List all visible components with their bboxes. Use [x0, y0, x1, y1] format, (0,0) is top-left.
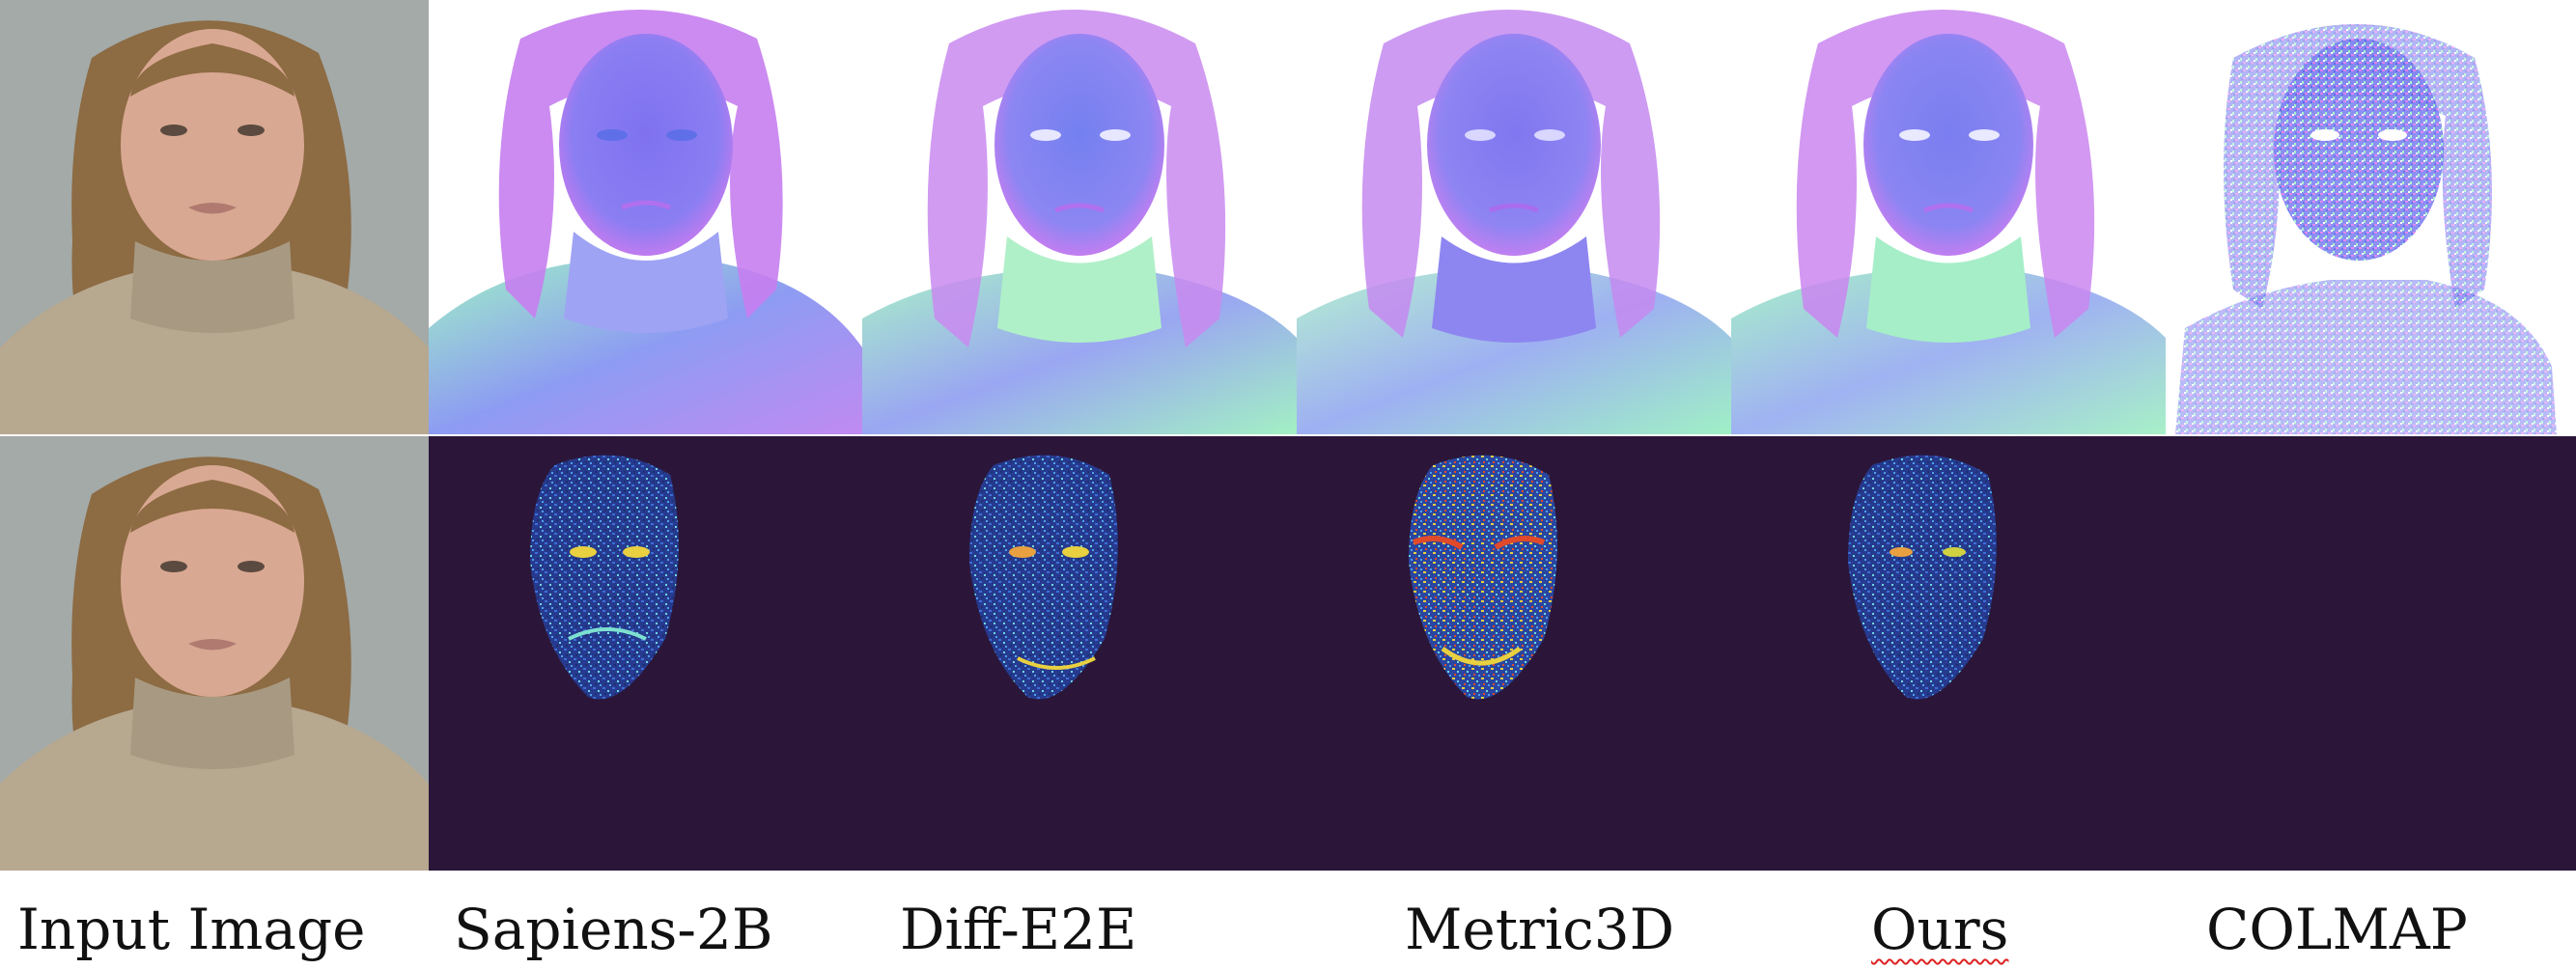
diff-e2e-error-face: [969, 455, 1118, 700]
label-diff-e2e: Diff-E2E: [900, 897, 1137, 962]
figure-grid: [0, 0, 2576, 871]
diff-e2e-normal-map: [862, 0, 1297, 434]
ours-error-face: [1848, 455, 1997, 700]
metric3d-error-face: [1409, 455, 1557, 700]
label-metric3d: Metric3D: [1405, 897, 1675, 962]
input-image-bottom: [0, 436, 429, 871]
colmap-normal-map: [2166, 0, 2576, 434]
sapiens-error-face: [530, 455, 679, 700]
ours-normal-map: [1731, 0, 2166, 434]
label-input-image: Input Image: [17, 897, 366, 962]
label-colmap: COLMAP: [2206, 897, 2468, 962]
metric3d-normal-map: [1297, 0, 1731, 434]
label-sapiens-2b: Sapiens-2B: [454, 897, 773, 962]
label-ours: Ours: [1871, 897, 2009, 962]
input-image-top: [0, 0, 429, 434]
error-maps-panel: [429, 436, 2576, 871]
sapiens-normal-map: [429, 0, 862, 434]
